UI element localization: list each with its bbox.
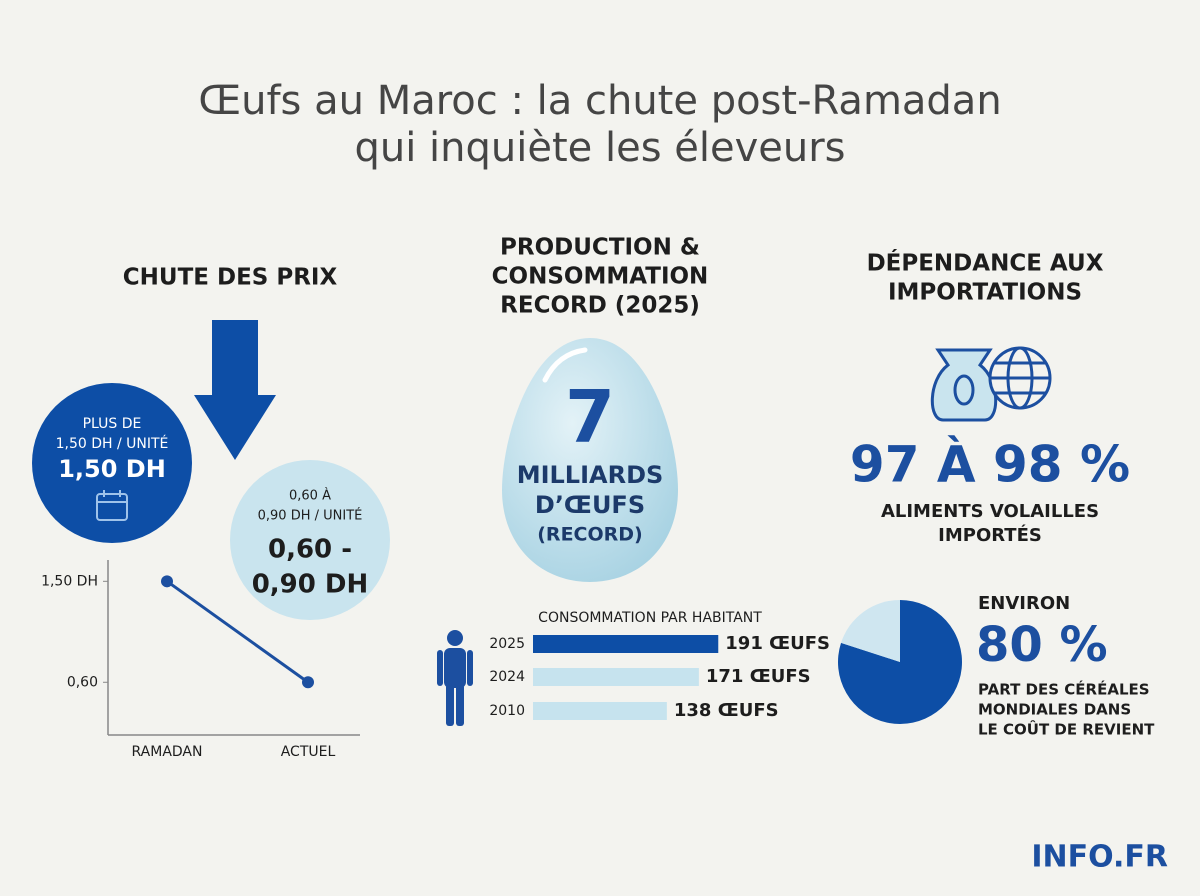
big-number: 7 (565, 375, 615, 459)
caption: LE COÛT DE REVIENT (978, 720, 1155, 739)
egg-text: MILLIARDS (517, 461, 664, 489)
price-value: 0,90 DH (252, 570, 369, 600)
x-tick-label: ACTUEL (281, 744, 336, 760)
egg-note: (RECORD) (537, 524, 642, 546)
pie-slice (841, 600, 900, 662)
heading: CONSOMMATION (492, 264, 709, 290)
calendar-icon (96, 490, 128, 521)
egg (502, 338, 678, 582)
title: qui inquiète les éleveurs (354, 125, 845, 171)
title: Œufs au Maroc : la chute post-Ramadan (198, 78, 1001, 124)
caption: MONDIALES DANS (978, 701, 1131, 719)
bar (533, 702, 667, 720)
point (161, 575, 173, 588)
chart-title: CONSOMMATION PAR HABITANT (538, 610, 762, 626)
heading: PRODUCTION & (500, 235, 700, 261)
value-label: 191 ŒUFS (725, 633, 830, 654)
price-value: 1,50 DH (58, 455, 166, 483)
value-label: 80 % (976, 617, 1108, 673)
caption: ALIMENTS VOLAILLES (881, 501, 1099, 522)
big-figure: 97 À 98 % (850, 435, 1130, 494)
line (166, 580, 309, 684)
y-tick-label: 2025 (489, 636, 525, 652)
caption: IMPORTÉS (938, 524, 1042, 546)
caption: 0,60 À (289, 488, 331, 504)
point (302, 676, 314, 689)
heading: RECORD (2025) (500, 293, 700, 319)
y-tick-label: 0,60 (67, 674, 98, 690)
y-tick-label: 1,50 DH (41, 573, 98, 589)
caption: 1,50 DH / UNITÉ (56, 435, 169, 452)
heading: CHUTE DES PRIX (123, 265, 338, 291)
egg-highlight (542, 347, 588, 383)
heading: IMPORTATIONS (888, 280, 1082, 306)
down-arrow (194, 320, 276, 460)
after-circle (230, 460, 390, 620)
bar (533, 668, 699, 686)
caption: 0,90 DH / UNITÉ (258, 508, 363, 524)
brand: INFO.FR (1031, 840, 1168, 875)
price-value: 0,60 - (268, 535, 352, 565)
value-label: 138 ŒUFS (674, 700, 779, 721)
heading: DÉPENDANCE AUX (867, 249, 1104, 277)
egg-text: D’ŒUFS (535, 491, 645, 519)
before-circle (32, 383, 192, 543)
label: ENVIRON (978, 593, 1070, 614)
value-label: 171 ŒUFS (706, 666, 811, 687)
caption: PART DES CÉRÉALES (978, 680, 1150, 699)
bar (533, 635, 719, 653)
sack-globe-icon (930, 346, 1052, 422)
x-tick-label: RAMADAN (132, 744, 203, 760)
caption: PLUS DE (83, 416, 142, 432)
person-icon (437, 630, 473, 726)
y-tick-label: 2010 (489, 703, 525, 719)
y-tick-label: 2024 (489, 669, 525, 685)
